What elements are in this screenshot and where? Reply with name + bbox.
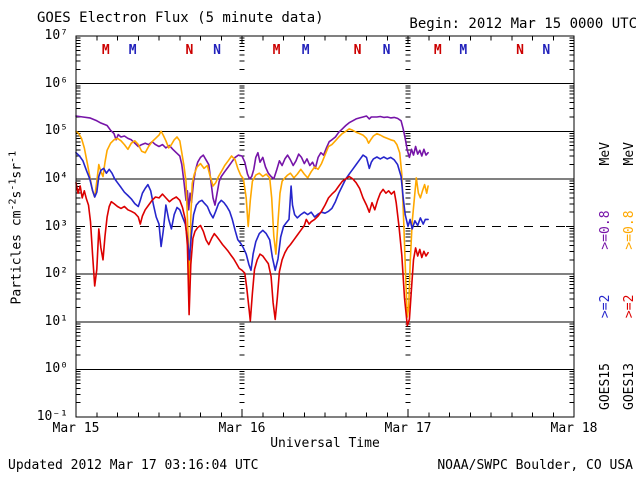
chart-title: GOES Electron Flux (5 minute data)	[37, 10, 324, 26]
marker-n: N	[516, 43, 524, 58]
legend-text-goes15: GOES15	[598, 363, 613, 410]
x-tick-label-mar-17: Mar 17	[384, 421, 432, 436]
marker-m: M	[101, 43, 110, 58]
y-tick-label-10e4: 10⁴	[44, 171, 68, 187]
legend-text-mev: MeV	[598, 142, 613, 166]
marker-m: M	[459, 43, 468, 58]
plot-border	[75, 35, 575, 418]
y-tick-label-10e1: 10¹	[44, 313, 68, 329]
legend-text-2: >=2	[598, 294, 613, 319]
legend-text-0.8: >=0.8	[622, 210, 637, 250]
legend-goes13: GOES13 >=2 >=0.8 MeV	[622, 142, 638, 410]
trace-goes15-2-mev	[75, 151, 429, 272]
y-tick-label-10e3: 10³	[44, 218, 68, 234]
y-axis-title: Particles cm-2s-1sr-1	[7, 150, 25, 305]
legend-text-0.8: >=0.8	[598, 210, 613, 250]
begin-time-label: Begin: 2012 Mar 15 0000 UTC	[409, 16, 637, 32]
y-tick-label-10e-1: 10⁻¹	[36, 409, 68, 425]
legend-goes15: GOES15 >=2 >=0.8 MeV	[598, 142, 614, 410]
legend-text-goes13: GOES13	[622, 363, 637, 410]
trace-goes13-0-8-mev	[75, 128, 429, 318]
marker-m: M	[272, 43, 281, 58]
marker-n: N	[382, 43, 391, 58]
marker-m: M	[128, 43, 137, 58]
marker-m: M	[433, 43, 442, 58]
marker-n: N	[542, 43, 551, 58]
x-tick-label-mar-16: Mar 16	[218, 421, 266, 436]
x-tick-label-mar-15: Mar 15	[52, 421, 100, 436]
noaa-credit: NOAA/SWPC Boulder, CO USA	[437, 458, 633, 473]
x-tick-label-mar-18: Mar 18	[550, 421, 598, 436]
y-tick-label-10e7: 10⁷	[44, 28, 68, 44]
y-tick-label-10e2: 10²	[44, 266, 68, 282]
updated-timestamp: Updated 2012 Mar 17 03:16:04 UTC	[8, 458, 259, 473]
y-tick-label-10e5: 10⁵	[44, 123, 68, 139]
trace-goes13-2-mev	[75, 175, 429, 327]
x-axis-title: Universal Time	[270, 436, 380, 451]
marker-m: M	[301, 43, 310, 58]
marker-n: N	[185, 43, 194, 58]
marker-n: N	[353, 43, 362, 58]
y-tick-label-10e6: 10⁶	[44, 75, 68, 91]
y-tick-label-10e0: 10⁰	[44, 361, 68, 377]
legend-text-2: >=2	[622, 294, 637, 319]
legend-text-mev: MeV	[622, 142, 637, 166]
marker-n: N	[213, 43, 222, 58]
